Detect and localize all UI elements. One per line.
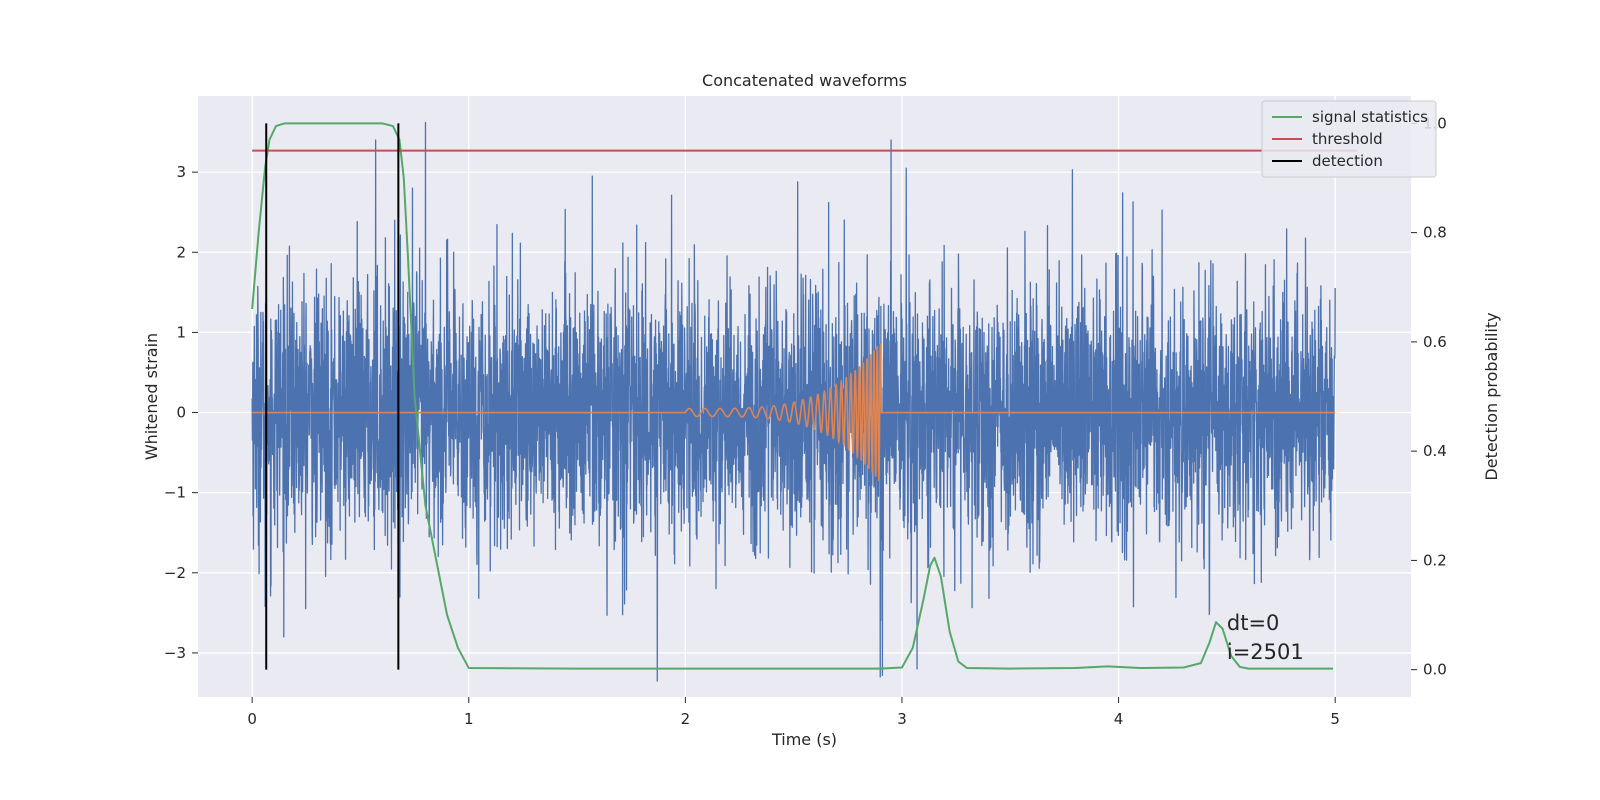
legend-label-detection: detection	[1312, 152, 1383, 170]
x-tick-label: 1	[464, 710, 474, 728]
y-right-tick-label: 0.2	[1423, 551, 1447, 569]
y-right-tick-label: 0.8	[1423, 224, 1447, 242]
annotation-index: i=2501	[1227, 640, 1304, 664]
series-strain-line	[251, 121, 1336, 682]
legend-label-signal-statistics: signal statistics	[1312, 108, 1428, 126]
series-chirp-line	[252, 343, 1336, 482]
y-tick-label: 3	[176, 163, 186, 181]
legend-label-threshold: threshold	[1312, 130, 1383, 148]
x-tick-label: 5	[1330, 710, 1340, 728]
y-tick-label: 2	[176, 243, 186, 261]
y-axis-right-label: Detection probability	[1482, 312, 1501, 480]
legend-box	[1261, 100, 1437, 178]
chart-title: Concatenated waveforms	[702, 71, 907, 90]
y-right-tick-label: 0.6	[1423, 333, 1447, 351]
y-axis-label: Whitened strain	[142, 333, 161, 460]
x-axis-label: Time (s)	[771, 730, 837, 749]
series-signal-statistics-line	[251, 122, 1334, 670]
y-tick-label: 1	[176, 323, 186, 341]
y-tick-label: −3	[164, 644, 186, 662]
y-right-tick-label: 0.4	[1423, 442, 1447, 460]
legend: signal statistics threshold detection	[1261, 100, 1437, 178]
y-tick-label: 0	[176, 404, 186, 422]
series-layer	[251, 121, 1357, 682]
x-tick-label: 3	[897, 710, 907, 728]
y-tick-label: −1	[164, 484, 186, 502]
x-tick-label: 4	[1114, 710, 1124, 728]
annotation-dt: dt=0	[1227, 611, 1280, 635]
x-tick-label: 2	[681, 710, 691, 728]
y-right-tick-label: 0.0	[1423, 661, 1447, 679]
x-tick-label: 0	[247, 710, 257, 728]
annotations: dt=0 i=2501	[1227, 611, 1304, 664]
y-tick-label: −2	[164, 564, 186, 582]
